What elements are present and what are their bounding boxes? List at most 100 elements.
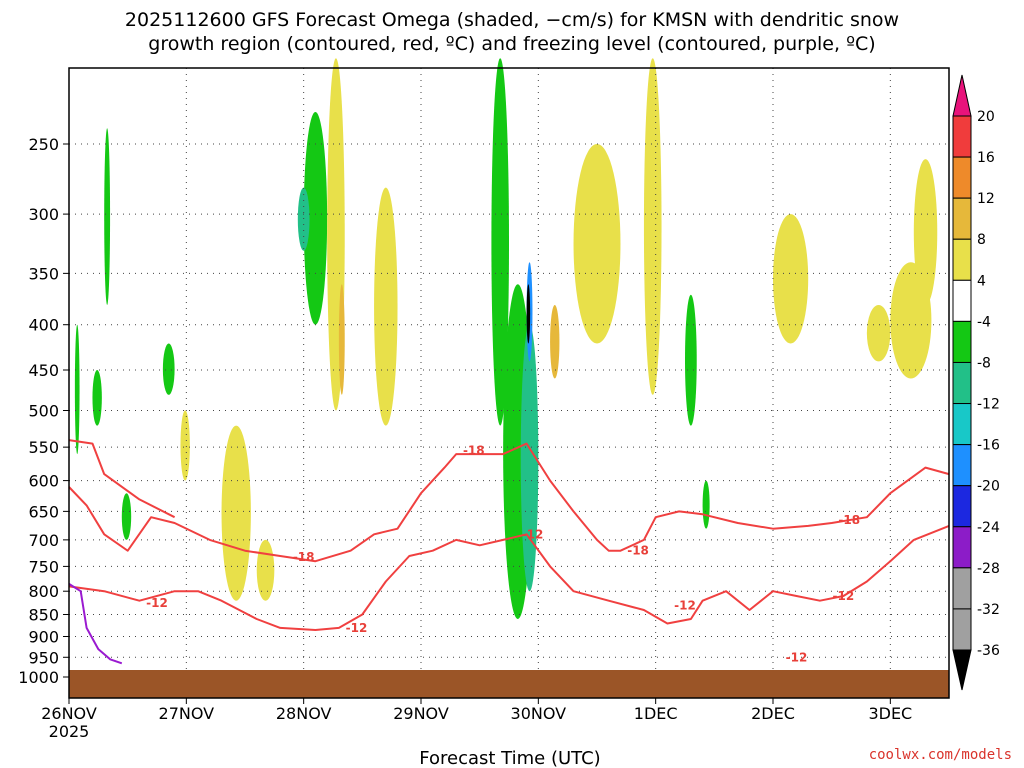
colorbar-swatch-5	[952, 320, 972, 363]
colorbar-label--16: -16	[977, 438, 1000, 454]
x-tick-label-29NOV: 29NOV	[393, 704, 449, 723]
colorbar-swatch-4	[952, 279, 972, 322]
omega-shade-19	[643, 58, 662, 395]
colorbar-swatch-3	[952, 238, 972, 281]
y-tick-label-950: 950	[28, 648, 59, 667]
colorbar-label-12: 12	[977, 191, 995, 207]
contour-label-1: -18	[293, 550, 315, 564]
contour-label-0: -18	[463, 444, 485, 458]
omega-shade-12	[491, 58, 510, 426]
colorbar-swatch-6	[952, 361, 972, 405]
contour-label-9: -12	[786, 650, 808, 664]
y-tick-label-450: 450	[28, 361, 59, 380]
omega-shade-17	[550, 304, 560, 379]
contour-label-2: -18	[627, 544, 649, 558]
colorbar-label-20: 20	[977, 109, 995, 125]
colorbar-swatch-11	[952, 567, 972, 610]
colorbar-top-arrow	[952, 74, 972, 117]
colorbar-swatch-2	[952, 197, 972, 240]
y-tick-label-800: 800	[28, 582, 59, 601]
x-tick-label-3DEC: 3DEC	[868, 704, 912, 723]
x-tick-label-30NOV: 30NOV	[511, 704, 567, 723]
omega-shade-18	[573, 144, 621, 344]
y-tick-label-650: 650	[28, 502, 59, 521]
x-axis-label: Forecast Time (UTC)	[419, 748, 600, 768]
omega-shade-24	[866, 304, 891, 362]
colorbar-bottom-arrow	[952, 649, 972, 691]
y-tick-label-900: 900	[28, 627, 59, 646]
contour-label-7: -12	[674, 598, 696, 612]
contour-line-2	[68, 524, 950, 631]
y-tick-label-550: 550	[28, 438, 59, 457]
y-tick-label-850: 850	[28, 606, 59, 625]
y-tick-label-600: 600	[28, 472, 59, 491]
colorbar-label--28: -28	[977, 561, 1000, 577]
contour-label-5: -12	[346, 621, 368, 635]
terrain-ground	[69, 670, 949, 698]
x-tick-label-26NOV: 26NOV	[41, 704, 97, 723]
colorbar-label--32: -32	[977, 602, 1000, 618]
y-axis: 250 300 350 400 450 500 550 600 650 700 750 800 850 9…	[18, 135, 69, 687]
plot-frame	[68, 67, 950, 699]
colorbar-swatch-9	[952, 485, 972, 528]
colorbar-label--12: -12	[977, 397, 1000, 413]
contour-line-0	[68, 442, 950, 563]
contour-line-1	[68, 439, 176, 519]
contour-label-6: -12	[522, 527, 544, 541]
omega-shade-23	[913, 159, 938, 305]
x-tick-label-28NOV: 28NOV	[276, 704, 332, 723]
colorbar-swatch-8	[952, 444, 972, 487]
omega-shade-25	[74, 324, 80, 455]
colorbar-swatch-12	[952, 608, 972, 651]
colorbar-swatch-1	[952, 156, 972, 199]
omega-shade-4	[180, 410, 190, 481]
y-tick-label-1000: 1000	[18, 668, 59, 687]
colorbar-swatch-7	[952, 403, 972, 446]
colorbar-label-8: 8	[977, 232, 986, 248]
omega-shade-7	[303, 111, 328, 325]
y-tick-label-400: 400	[28, 316, 59, 335]
omega-shade-20	[685, 294, 697, 426]
colorbar-label--8: -8	[977, 355, 991, 371]
contour-label-3: -18	[838, 513, 860, 527]
temperature-contours: -18 -18 -18 -18 -12 -12 -12 -12 -12 -12	[68, 439, 950, 665]
contour-line-3	[68, 583, 123, 665]
colorbar-label--20: -20	[977, 479, 1000, 495]
y-tick-label-350: 350	[28, 264, 59, 283]
omega-shade-14	[520, 324, 539, 592]
x-axis: 26NOV 27NOV 28NOV 29NOV 30NOV 1DEC 2DEC 3DEC	[41, 698, 912, 723]
chart-title-line-1: 2025112600 GFS Forecast Omega (shaded, −…	[125, 9, 899, 31]
colorbar-label-4: 4	[977, 273, 986, 289]
colorbar-swatch-10	[952, 526, 972, 569]
omega-shade-1	[92, 369, 102, 426]
contour-label-4: -12	[146, 596, 168, 610]
y-tick-label-700: 700	[28, 531, 59, 550]
y-tick-label-250: 250	[28, 135, 59, 154]
omega-shade-21	[773, 214, 809, 344]
y-tick-label-500: 500	[28, 402, 59, 421]
chart-title-line-2: growth region (contoured, red, ºC) and f…	[148, 33, 875, 55]
omega-shade-10	[338, 284, 345, 395]
colorbar-label--4: -4	[977, 314, 991, 330]
x-tick-label-1DEC: 1DEC	[634, 704, 678, 723]
y-tick-label-300: 300	[28, 205, 59, 224]
colorbar-label--36: -36	[977, 643, 1000, 659]
omega-shade-26	[702, 480, 710, 529]
credit-text: coolwx.com/models	[869, 747, 1012, 763]
x-tick-label-2DEC: 2DEC	[751, 704, 795, 723]
omega-shade-16	[526, 284, 531, 344]
omega-shade-8	[297, 187, 310, 251]
colorbar-swatch-0	[952, 115, 972, 158]
omega-shade-6	[256, 539, 275, 601]
plot-area: -18 -18 -18 -18 -12 -12 -12 -12 -12 -12	[68, 58, 950, 699]
omega-shade-5	[221, 425, 251, 601]
omega-shade-2	[121, 493, 132, 540]
contour-label-8: -12	[833, 589, 855, 603]
omega-shade-0	[104, 128, 111, 305]
omega-shade-3	[162, 343, 175, 395]
colorbar-legend: 20 16 12 8 4 -4 -8 -12 -16 -20 -24 -28 -32 -36	[952, 74, 1000, 691]
colorbar-label--24: -24	[977, 520, 1000, 536]
x-tick-label-27NOV: 27NOV	[159, 704, 215, 723]
omega-shade-11	[374, 187, 398, 426]
